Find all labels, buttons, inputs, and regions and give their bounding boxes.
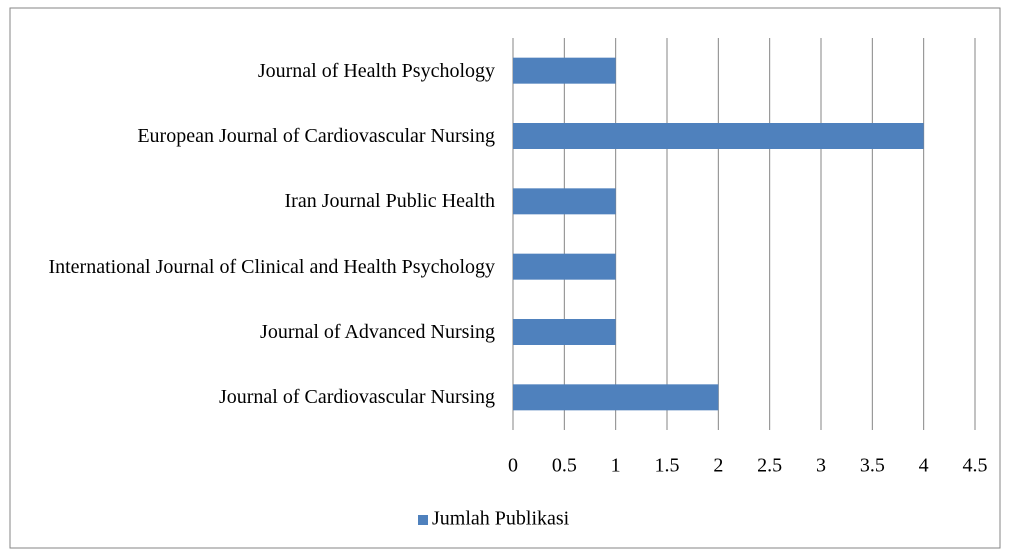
bar bbox=[513, 253, 616, 280]
x-tick-label: 4.5 bbox=[963, 455, 988, 477]
y-tick-label: Journal of Advanced Nursing bbox=[260, 321, 495, 343]
x-tick-label: 3.5 bbox=[860, 455, 885, 477]
y-tick-label: European Journal of Cardiovascular Nursi… bbox=[137, 125, 495, 147]
x-tick-label: 4 bbox=[919, 455, 929, 477]
x-tick-label: 3 bbox=[816, 455, 826, 477]
y-tick-label: Iran Journal Public Health bbox=[284, 190, 496, 213]
x-tick-label: 0.5 bbox=[552, 455, 577, 477]
bar bbox=[513, 319, 616, 345]
x-tick-label: 1 bbox=[611, 455, 621, 477]
bar bbox=[513, 123, 924, 149]
x-tick-label: 0 bbox=[508, 455, 518, 477]
y-tick-label: Journal of Cardiovascular Nursing bbox=[218, 386, 495, 409]
y-tick-label: Journal of Health Psychology bbox=[257, 59, 495, 82]
bar bbox=[513, 57, 616, 84]
legend-swatch bbox=[418, 515, 428, 525]
bar bbox=[513, 384, 719, 411]
x-tick-label: 2 bbox=[713, 455, 723, 477]
legend-label: Jumlah Publikasi bbox=[432, 508, 570, 530]
x-tick-label: 2.5 bbox=[757, 455, 782, 477]
bar bbox=[513, 188, 616, 215]
chart-border bbox=[9, 7, 1001, 549]
x-tick-label: 1.5 bbox=[655, 455, 680, 477]
y-tick-label: International Journal of Clinical and He… bbox=[48, 255, 495, 278]
